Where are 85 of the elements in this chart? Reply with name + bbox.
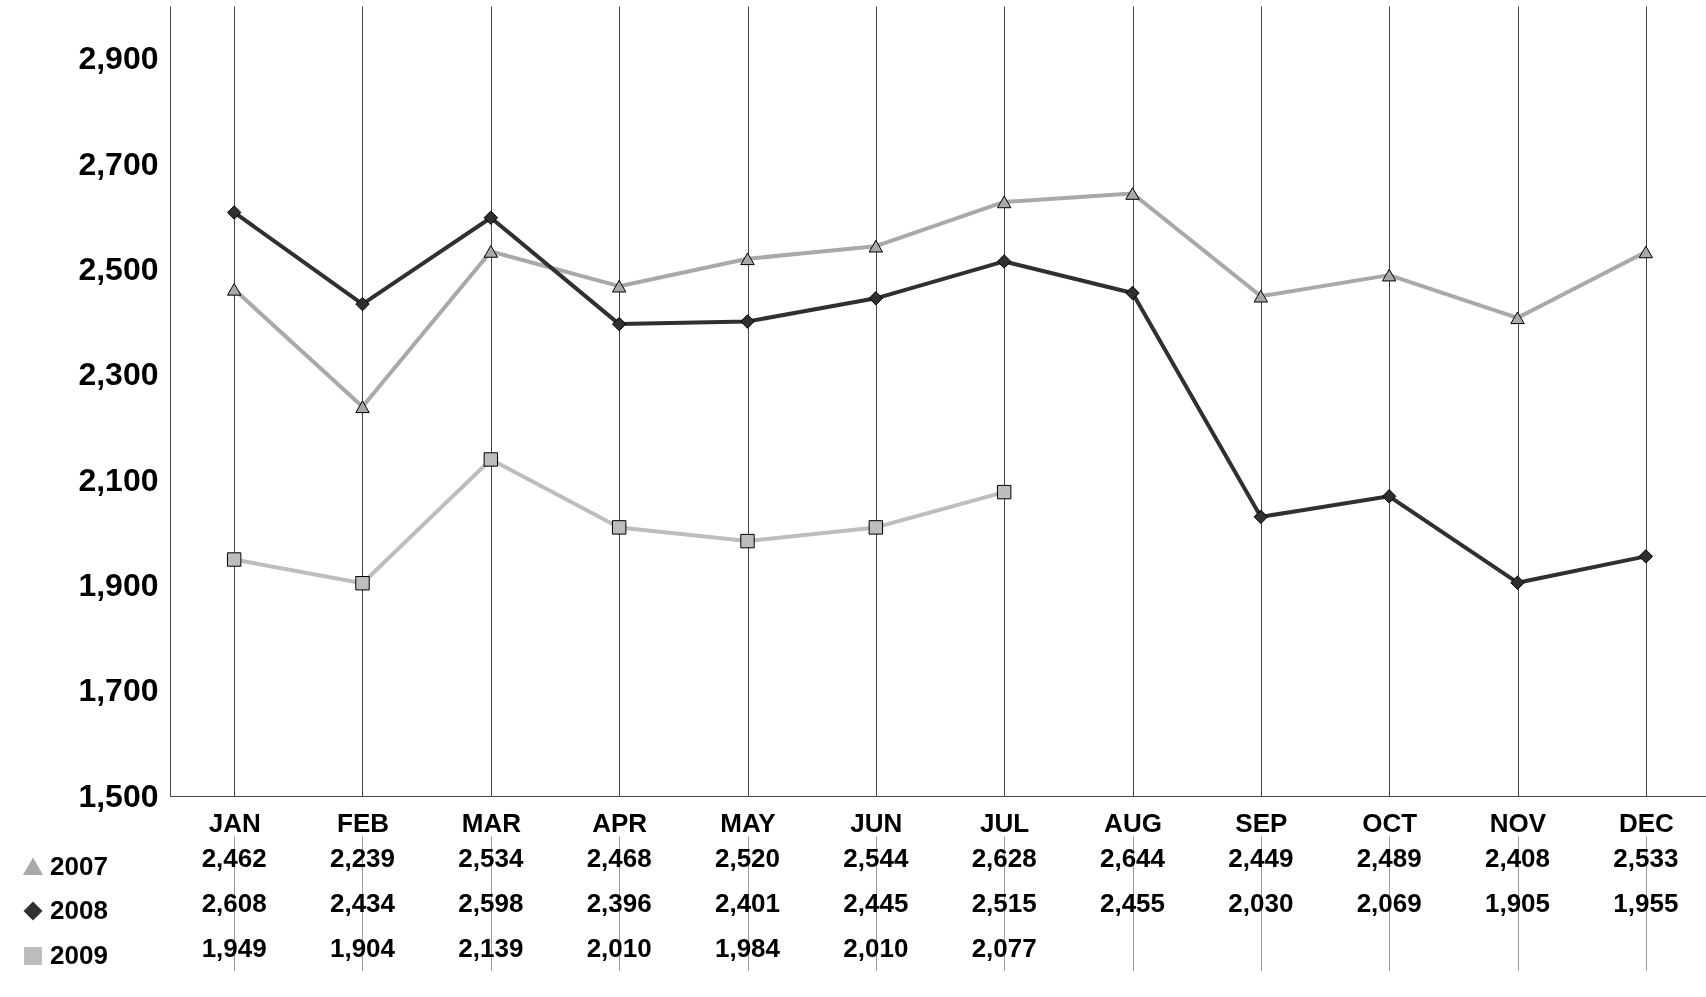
data-label: 1,984 xyxy=(714,932,781,963)
y-tick-label: 2,100 xyxy=(78,461,159,498)
point xyxy=(740,314,755,329)
point xyxy=(611,316,627,332)
data-label: 2,408 xyxy=(1484,842,1551,873)
point xyxy=(226,205,242,220)
point xyxy=(355,296,370,312)
x-tick-label: FEB xyxy=(337,807,389,838)
data-label: 2,396 xyxy=(586,887,652,918)
data-label: 2,644 xyxy=(1099,842,1166,873)
x-tick-label: NOV xyxy=(1489,807,1547,838)
data-label: 1,904 xyxy=(329,932,396,963)
x-tick-label: JUL xyxy=(980,807,1030,838)
data-label: 1,955 xyxy=(1613,887,1679,918)
x-tick-label: DEC xyxy=(1618,807,1674,838)
data-label: 2,069 xyxy=(1356,887,1422,918)
data-label: 2,077 xyxy=(971,932,1037,963)
x-tick-label: OCT xyxy=(1362,807,1418,838)
data-label: 2,468 xyxy=(586,842,652,873)
x-tick-label: AUG xyxy=(1104,807,1162,838)
point xyxy=(740,252,755,266)
data-label: 2,520 xyxy=(714,842,781,873)
data-label: 2,462 xyxy=(201,842,267,873)
data-label: 2,434 xyxy=(329,887,396,918)
data-label: 2,608 xyxy=(201,887,267,918)
point xyxy=(1510,575,1525,590)
y-tick-label: 1,700 xyxy=(78,672,159,709)
point xyxy=(996,484,1012,500)
data-label: 2,449 xyxy=(1228,842,1294,873)
x-tick-label: SEP xyxy=(1235,807,1288,838)
x-tick-label: MAR xyxy=(461,807,522,838)
point xyxy=(611,279,627,293)
data-label: 2,455 xyxy=(1099,887,1166,918)
point xyxy=(355,576,370,591)
data-label: 2,515 xyxy=(971,887,1037,918)
x-tick-label: APR xyxy=(592,807,648,838)
data-label: 1,949 xyxy=(201,932,267,963)
point xyxy=(1381,268,1397,282)
point xyxy=(1638,245,1654,259)
point xyxy=(1125,187,1140,200)
point xyxy=(1510,311,1525,325)
data-label: 1,905 xyxy=(1484,887,1551,918)
point xyxy=(226,283,242,296)
point xyxy=(1253,509,1269,525)
y-tick-label: 2,900 xyxy=(78,40,159,77)
point xyxy=(1381,489,1397,504)
point xyxy=(868,520,884,535)
point xyxy=(996,195,1012,209)
point xyxy=(996,254,1012,269)
y-tick-label: 2,300 xyxy=(78,356,159,393)
x-tick-label: MAY xyxy=(720,807,776,838)
point xyxy=(1253,289,1269,303)
point xyxy=(483,245,499,258)
y-tick-label: 2,500 xyxy=(78,250,159,287)
y-tick-label: 2,700 xyxy=(78,145,159,182)
data-label: 2,544 xyxy=(843,842,909,873)
point xyxy=(483,210,499,225)
data-label: 2,533 xyxy=(1613,842,1679,873)
data-label: 2,489 xyxy=(1356,842,1422,873)
legend-label: 2009 xyxy=(50,940,108,970)
data-label: 2,534 xyxy=(458,842,524,873)
y-tick-label: 1,900 xyxy=(78,566,159,603)
x-tick-label: JAN xyxy=(208,807,261,838)
data-label: 2,010 xyxy=(586,932,652,963)
point xyxy=(740,533,755,549)
x-tick-label: JUN xyxy=(850,807,903,838)
data-label: 2,401 xyxy=(714,887,781,918)
point xyxy=(1638,549,1654,564)
data-label: 2,139 xyxy=(458,932,524,963)
point xyxy=(611,520,627,535)
point xyxy=(868,239,884,253)
data-label: 2,445 xyxy=(843,887,909,918)
legend-label: 2008 xyxy=(50,895,108,925)
data-label: 2,030 xyxy=(1228,887,1294,918)
point xyxy=(483,452,499,467)
data-label: 2,598 xyxy=(458,887,524,918)
legend-label: 2007 xyxy=(50,851,108,881)
data-label: 2,010 xyxy=(843,932,909,963)
point xyxy=(868,291,884,306)
data-label: 2,239 xyxy=(329,842,396,873)
data-label: 2,628 xyxy=(971,842,1037,873)
y-tick-label: 1,500 xyxy=(78,777,159,814)
point xyxy=(355,400,370,414)
point xyxy=(226,552,242,567)
point xyxy=(1125,285,1140,301)
